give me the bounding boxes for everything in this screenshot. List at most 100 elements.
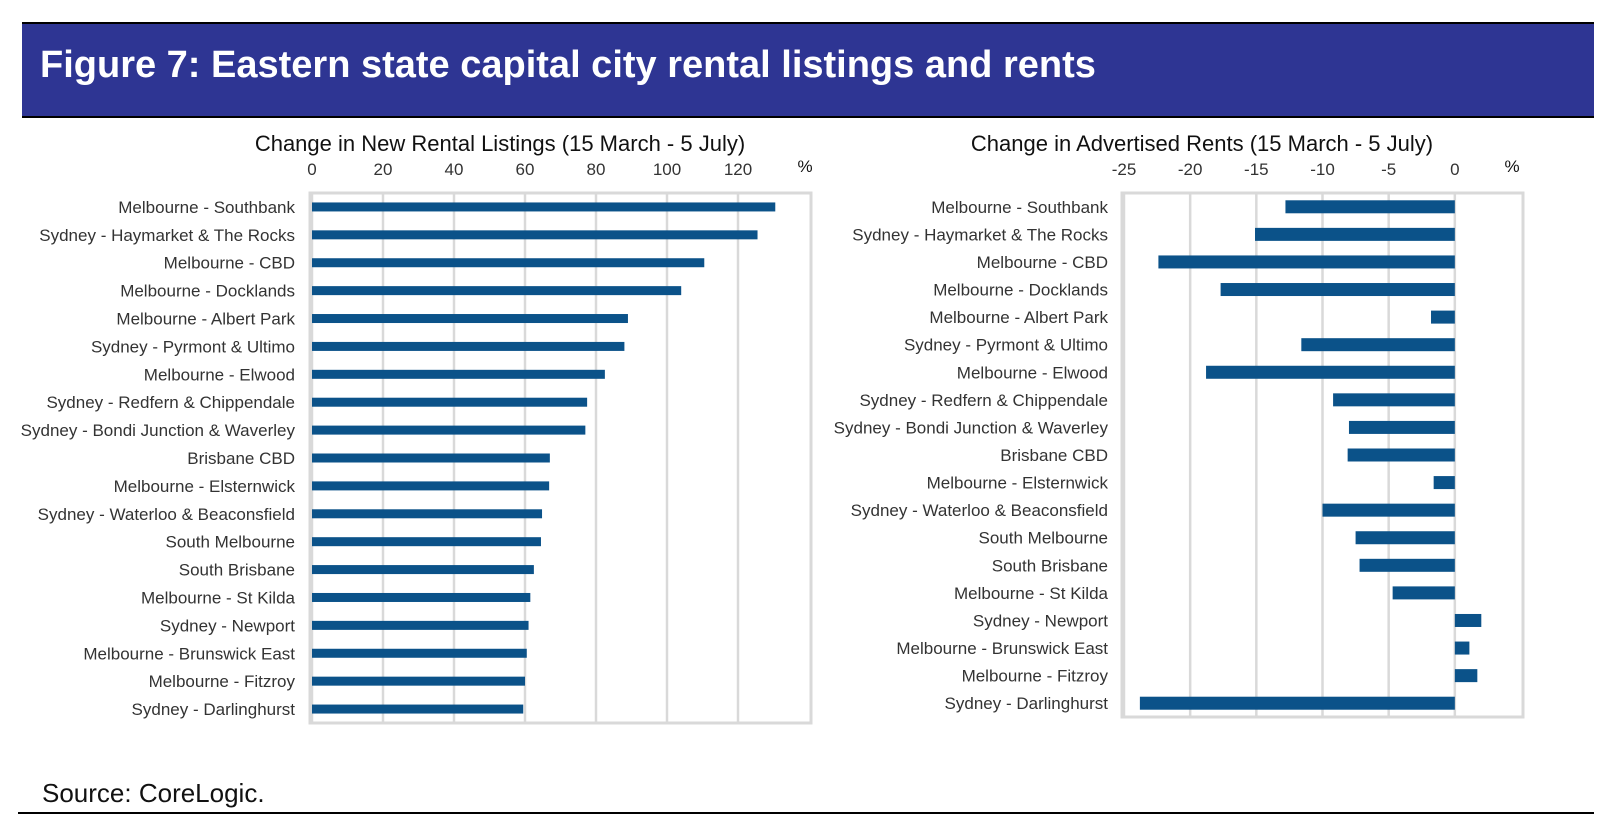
rents-category-label: Sydney - Pyrmont & Ultimo	[904, 336, 1108, 355]
rents-bar	[1454, 669, 1478, 683]
listings-bar	[312, 425, 586, 435]
listings-category-label: Sydney - Pyrmont & Ultimo	[91, 337, 295, 356]
listings-category-label: Melbourne - Albert Park	[116, 310, 295, 329]
rents-category-label: Melbourne - Fitzroy	[962, 667, 1109, 686]
rents-bar	[1359, 558, 1455, 572]
rents-category-label: Sydney - Bondi Junction & Waverley	[834, 418, 1109, 437]
rents-category-label: South Melbourne	[979, 529, 1108, 548]
figure-title: Figure 7: Eastern state capital city ren…	[40, 44, 1096, 86]
rents-bar	[1285, 200, 1455, 214]
rents-bar	[1158, 255, 1455, 269]
listings-category-label: Melbourne - St Kilda	[141, 588, 296, 607]
rents-tick-label: -5	[1381, 160, 1396, 179]
listings-bar	[312, 314, 628, 324]
listings-bar	[312, 202, 776, 212]
rents-bar	[1392, 586, 1455, 600]
listings-bar	[312, 341, 625, 351]
listings-tick-label: 80	[587, 160, 606, 179]
rents-tick-label: 0	[1450, 160, 1459, 179]
listings-tick-label: 60	[516, 160, 535, 179]
rents-bar	[1454, 613, 1482, 627]
rents-category-label: Melbourne - Elwood	[957, 363, 1108, 382]
rents-category-label: Melbourne - Docklands	[933, 281, 1108, 300]
rents-category-label: Melbourne - Southbank	[931, 198, 1108, 217]
listings-bar	[312, 509, 543, 519]
listings-category-label: Sydney - Darlinghurst	[132, 700, 296, 719]
listings-tick-label: 120	[724, 160, 752, 179]
rents-category-label: Brisbane CBD	[1000, 446, 1108, 465]
listings-bar	[312, 648, 527, 658]
listings-bar	[312, 620, 529, 630]
rents-bar	[1139, 696, 1455, 710]
rents-bar	[1355, 531, 1455, 545]
rents-category-label: Melbourne - Brunswick East	[896, 639, 1108, 658]
rents-bar	[1220, 283, 1455, 297]
rents-chart: Change in Advertised Rents (15 March - 5…	[834, 131, 1525, 719]
listings-category-label: Melbourne - Docklands	[120, 282, 295, 301]
rents-tick-label: -10	[1310, 160, 1335, 179]
listings-bar	[312, 592, 531, 602]
listings-category-label: Melbourne - Brunswick East	[83, 644, 295, 663]
top-rule	[22, 22, 1594, 24]
rents-category-label: Sydney - Haymarket & The Rocks	[852, 225, 1108, 244]
listings-bar	[312, 286, 682, 296]
rents-category-label: Melbourne - St Kilda	[954, 584, 1109, 603]
rents-category-label: South Brisbane	[992, 556, 1108, 575]
listings-category-label: Sydney - Bondi Junction & Waverley	[21, 421, 296, 440]
rents-bar	[1347, 448, 1455, 462]
rents-category-label: Sydney - Waterloo & Beaconsfield	[851, 501, 1108, 520]
listings-bar	[312, 537, 541, 547]
listings-bar	[312, 369, 605, 379]
rents-category-label: Sydney - Redfern & Chippendale	[859, 391, 1108, 410]
listings-bar	[312, 704, 524, 714]
listings-bar	[312, 565, 534, 575]
rents-bar	[1433, 476, 1455, 490]
rents-bar	[1431, 310, 1455, 324]
rents-bar	[1255, 227, 1455, 241]
rents-bar	[1322, 503, 1455, 517]
listings-bar	[312, 453, 550, 463]
listings-bar	[312, 258, 705, 268]
listings-category-label: South Melbourne	[166, 533, 295, 552]
listings-category-label: Brisbane CBD	[187, 449, 295, 468]
listings-category-label: Melbourne - Fitzroy	[149, 672, 296, 691]
bottom-rule	[18, 812, 1594, 814]
rents-bar	[1301, 338, 1455, 352]
listings-category-label: Melbourne - Elwood	[144, 365, 295, 384]
listings-bar	[312, 230, 758, 240]
listings-plot-frame	[308, 191, 813, 725]
source-note: Source: CoreLogic.	[42, 778, 265, 808]
listings-chart: Change in New Rental Listings (15 March …	[21, 131, 813, 725]
rents-category-label: Melbourne - Elsternwick	[927, 474, 1109, 493]
rents-category-label: Melbourne - Albert Park	[929, 308, 1108, 327]
listings-chart-title: Change in New Rental Listings (15 March …	[255, 131, 745, 156]
rents-category-label: Melbourne - CBD	[977, 253, 1108, 272]
rents-bar	[1333, 393, 1455, 407]
listings-category-label: Sydney - Redfern & Chippendale	[46, 393, 295, 412]
listings-tick-label: 0	[307, 160, 316, 179]
rents-tick-label: -25	[1112, 160, 1137, 179]
rents-tick-label: -15	[1244, 160, 1269, 179]
listings-category-label: Sydney - Newport	[160, 616, 295, 635]
listings-category-label: South Brisbane	[179, 561, 295, 580]
rents-category-label: Sydney - Darlinghurst	[945, 694, 1109, 713]
rents-bar	[1348, 420, 1455, 434]
rents-bar	[1206, 365, 1455, 379]
listings-tick-label: 100	[653, 160, 681, 179]
listings-axis-unit: %	[797, 157, 812, 176]
listings-bar	[312, 397, 588, 407]
listings-tick-label: 40	[445, 160, 464, 179]
listings-category-label: Melbourne - CBD	[164, 254, 295, 273]
listings-category-label: Sydney - Waterloo & Beaconsfield	[38, 505, 295, 524]
listings-category-label: Sydney - Haymarket & The Rocks	[39, 226, 295, 245]
listings-bar	[312, 481, 550, 491]
rents-tick-label: -20	[1178, 160, 1203, 179]
rents-chart-title: Change in Advertised Rents (15 March - 5…	[971, 131, 1433, 156]
listings-tick-label: 20	[374, 160, 393, 179]
listings-category-label: Melbourne - Southbank	[118, 198, 295, 217]
title-banner: Figure 7: Eastern state capital city ren…	[22, 24, 1594, 116]
listings-bar	[312, 676, 525, 686]
listings-category-label: Melbourne - Elsternwick	[114, 477, 296, 496]
banner-rule	[22, 116, 1594, 118]
rents-axis-unit: %	[1504, 157, 1519, 176]
